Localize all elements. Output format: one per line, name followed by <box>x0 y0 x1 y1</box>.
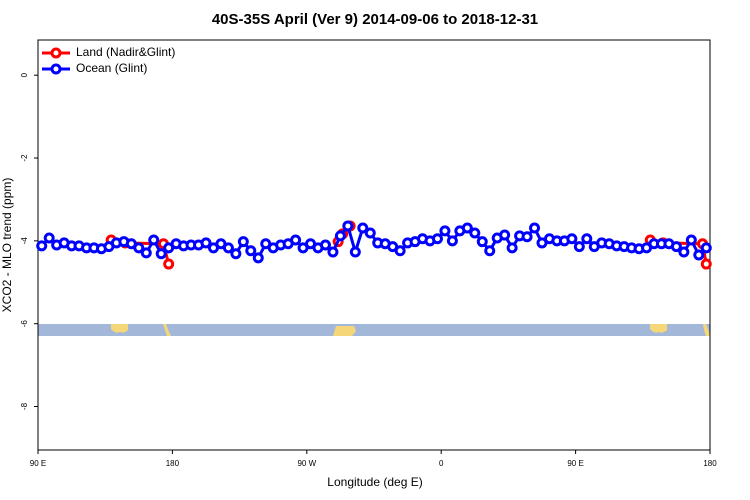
y-tick-label: -2 <box>20 154 29 162</box>
point <box>245 245 257 257</box>
point <box>327 246 339 258</box>
point <box>685 234 697 246</box>
y-axis-label: XCO2 - MLO trend (ppm) <box>0 178 14 313</box>
point <box>334 230 346 242</box>
y-tick-label: -6 <box>20 320 29 328</box>
point <box>529 222 541 234</box>
point <box>140 247 152 259</box>
point <box>357 222 369 234</box>
point <box>469 227 481 239</box>
point <box>521 231 533 243</box>
y-tick-label: 0 <box>20 72 29 77</box>
point <box>506 242 518 254</box>
point <box>566 233 578 245</box>
point <box>222 242 234 254</box>
point <box>237 236 249 248</box>
point <box>252 252 264 264</box>
point <box>319 239 331 251</box>
point <box>700 242 712 254</box>
map-strip <box>38 324 710 336</box>
point <box>349 246 361 258</box>
point <box>499 229 511 241</box>
y-tick-label: -8 <box>20 402 29 410</box>
point <box>133 242 145 254</box>
point <box>484 245 496 257</box>
point <box>230 248 242 260</box>
point <box>446 235 458 247</box>
point <box>439 225 451 237</box>
x-axis-label: Longitude (deg E) <box>327 475 422 489</box>
x-tick-label: 90 E <box>567 459 583 468</box>
legend-marker <box>50 47 62 59</box>
point <box>476 236 488 248</box>
point <box>670 241 682 253</box>
legend-marker <box>50 63 62 75</box>
point <box>461 222 473 234</box>
point <box>431 233 443 245</box>
point <box>163 258 175 270</box>
x-tick-label: 180 <box>166 459 180 468</box>
x-tick-label: 180 <box>703 459 717 468</box>
chart-title: 40S-35S April (Ver 9) 2014-09-06 to 2018… <box>212 11 538 28</box>
y-tick-label: -4 <box>20 237 29 245</box>
point <box>342 220 354 232</box>
point <box>700 258 712 270</box>
point <box>573 241 585 253</box>
legend-label: Ocean (Glint) <box>76 61 147 75</box>
point <box>693 249 705 261</box>
point <box>581 233 593 245</box>
point <box>148 234 160 246</box>
point <box>364 227 376 239</box>
point <box>36 240 48 252</box>
point <box>394 245 406 257</box>
point <box>200 237 212 249</box>
x-tick-label: 90 E <box>30 459 46 468</box>
point <box>43 232 55 244</box>
point <box>155 248 167 260</box>
legend-label: Land (Nadir&Glint) <box>76 45 175 59</box>
point <box>678 246 690 258</box>
x-tick-label: 0 <box>439 459 444 468</box>
x-tick-label: 90 W <box>297 459 316 468</box>
point <box>290 234 302 246</box>
